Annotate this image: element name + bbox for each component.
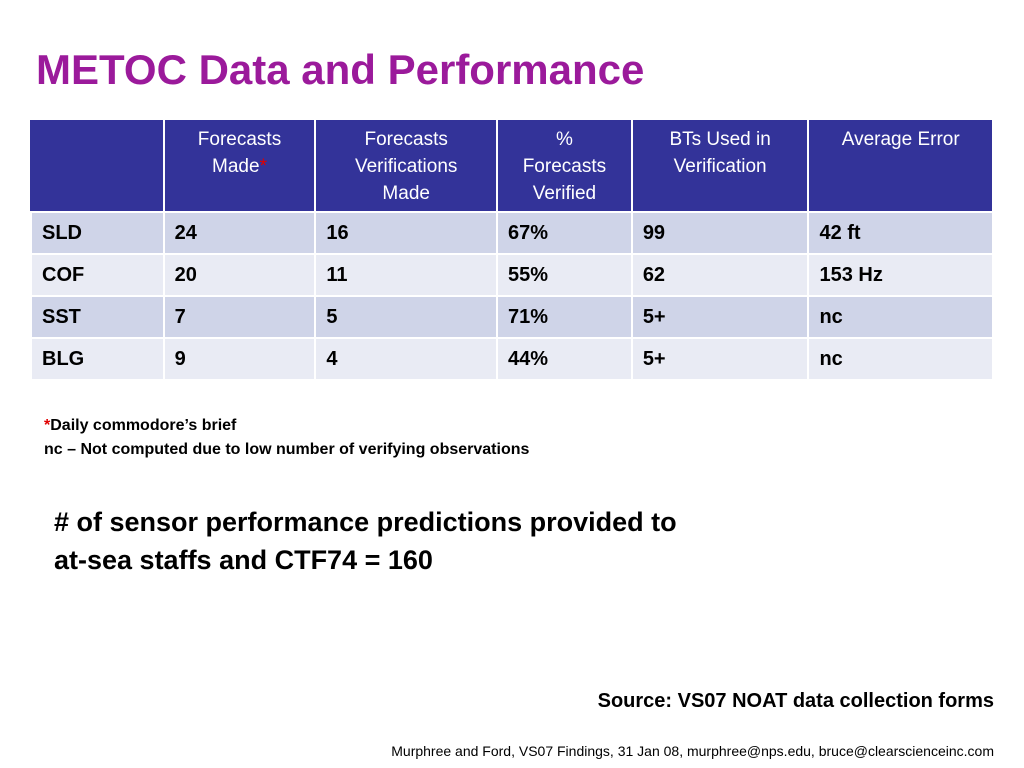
header-line: Verifications [354,156,458,177]
table-cell: 7 [162,295,317,339]
table-cell: 11 [314,253,499,297]
table-cell: 16 [314,211,499,255]
table-cell: 5 [314,295,499,339]
table-cell: 55% [496,253,633,297]
summary-line: # of sensor performance predictions prov… [54,507,677,537]
footnote-asterisk: * [44,417,51,434]
header-forecasts-verifications-made: Forecasts Verifications Made [314,118,499,213]
table-cell: 71% [496,295,633,339]
footnote-asterisk: * [259,156,267,177]
footnote-daily-brief-text: Daily commodore’s brief [50,417,237,434]
table-cell: nc [807,337,994,381]
header-line: Forecasts [364,129,448,150]
table-cell: 4 [314,337,499,381]
table-cell: 153 Hz [807,253,994,297]
table-cell: 62 [630,253,810,297]
row-label: SST [30,295,165,339]
header-line: Forecasts [197,129,282,150]
table-cell: 42 ft [807,211,994,255]
summary-statement: # of sensor performance predictions prov… [54,503,894,579]
row-label: COF [30,253,165,297]
header-blank [30,118,165,213]
table-cell: 20 [162,253,317,297]
table-row: COF 20 11 55% 62 153 Hz [30,253,994,297]
header-percent-forecasts-verified: % Forecasts Verified [496,118,633,213]
header-bts-used: BTs Used in Verification [630,118,810,213]
header-line: Forecasts [522,156,607,177]
source-citation: Source: VS07 NOAT data collection forms [597,690,994,712]
row-label: BLG [30,337,165,381]
header-line: Verification [673,156,767,177]
table-cell: 5+ [630,337,810,381]
header-line: BTs Used in [669,129,771,150]
header-line: % [555,129,573,150]
table-cell: 5+ [630,295,810,339]
table-row: BLG 9 4 44% 5+ nc [30,337,994,381]
footer-credits: Murphree and Ford, VS07 Findings, 31 Jan… [391,743,994,759]
footnotes: *Daily commodore’s brief nc – Not comput… [44,414,529,462]
slide-title: METOC Data and Performance [36,46,645,93]
header-line: Made [212,156,260,177]
header-line: Made [382,183,430,204]
header-line: Verified [532,183,597,204]
header-line: Average Error [841,129,960,150]
footnote-nc: nc – Not computed due to low number of v… [44,441,530,458]
table-header-row: Forecasts Made* Forecasts Verifications … [30,118,994,213]
table-cell: 99 [630,211,810,255]
table-cell: 67% [496,211,633,255]
table-cell: nc [807,295,994,339]
table-cell: 24 [162,211,317,255]
table-row: SLD 24 16 67% 99 42 ft [30,211,994,255]
row-label: SLD [30,211,165,255]
table-cell: 9 [162,337,317,381]
header-average-error: Average Error [807,118,994,213]
footnote-daily-brief: *Daily commodore’s brief [44,414,529,438]
metoc-performance-table: Forecasts Made* Forecasts Verifications … [30,118,994,381]
table-cell: 44% [496,337,633,381]
summary-line: at-sea staffs and CTF74 = 160 [54,545,433,575]
table-row: SST 7 5 71% 5+ nc [30,295,994,339]
header-forecasts-made: Forecasts Made* [162,118,317,213]
